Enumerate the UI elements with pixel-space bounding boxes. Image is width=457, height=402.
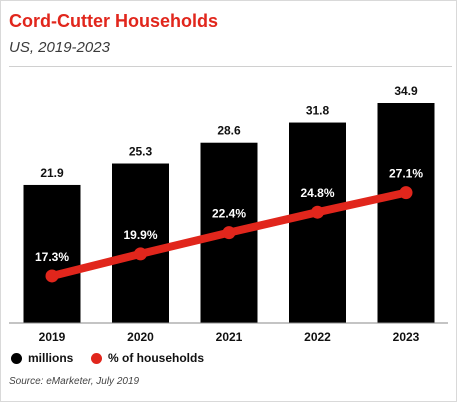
bar-2019 xyxy=(23,184,81,323)
line-point-2021 xyxy=(222,226,236,240)
labels-layer: 21.9 2019 25.3 2020 28.6 2021 31.8 2022 34.9 2023… xyxy=(35,84,423,344)
line-point-label-2020: 19.9% xyxy=(123,228,157,242)
legend-swatch-percent-households xyxy=(91,353,102,364)
legend-swatch-millions xyxy=(11,353,22,364)
chart-subtitle: US, 2019-2023 xyxy=(9,39,110,56)
line-point-label-2023: 27.1% xyxy=(389,167,423,181)
bar-2022 xyxy=(289,122,346,323)
x-tick-label-2019: 2019 xyxy=(39,330,66,344)
bar-value-label-2021: 28.6 xyxy=(217,124,241,138)
line-point-2022 xyxy=(311,205,324,219)
line-point-2023 xyxy=(399,186,413,200)
bar-value-label-2019: 21.9 xyxy=(40,166,64,180)
bar-value-label-2022: 31.8 xyxy=(306,104,330,118)
title-divider xyxy=(9,66,452,67)
bar-2020 xyxy=(112,163,169,323)
x-tick-label-2021: 2021 xyxy=(216,330,243,344)
line-point-label-2019: 17.3% xyxy=(35,250,69,264)
bar-2023 xyxy=(377,103,435,323)
bar-value-label-2023: 34.9 xyxy=(394,84,418,98)
legend-label-percent-households: % of households xyxy=(108,351,204,365)
line-point-2020 xyxy=(134,247,147,261)
line-layer xyxy=(45,186,413,283)
line-point-label-2022: 24.8% xyxy=(300,186,334,200)
x-tick-label-2023: 2023 xyxy=(393,330,420,344)
bar-value-label-2020: 25.3 xyxy=(129,145,153,159)
line-point-2019 xyxy=(45,269,59,283)
source-note: Source: eMarketer, July 2019 xyxy=(9,376,140,387)
legend-label-millions: millions xyxy=(28,351,74,365)
x-tick-label-2022: 2022 xyxy=(304,330,331,344)
x-tick-label-2020: 2020 xyxy=(127,330,154,344)
line-point-label-2021: 22.4% xyxy=(212,207,246,221)
chart-title: Cord-Cutter Households xyxy=(9,11,218,31)
